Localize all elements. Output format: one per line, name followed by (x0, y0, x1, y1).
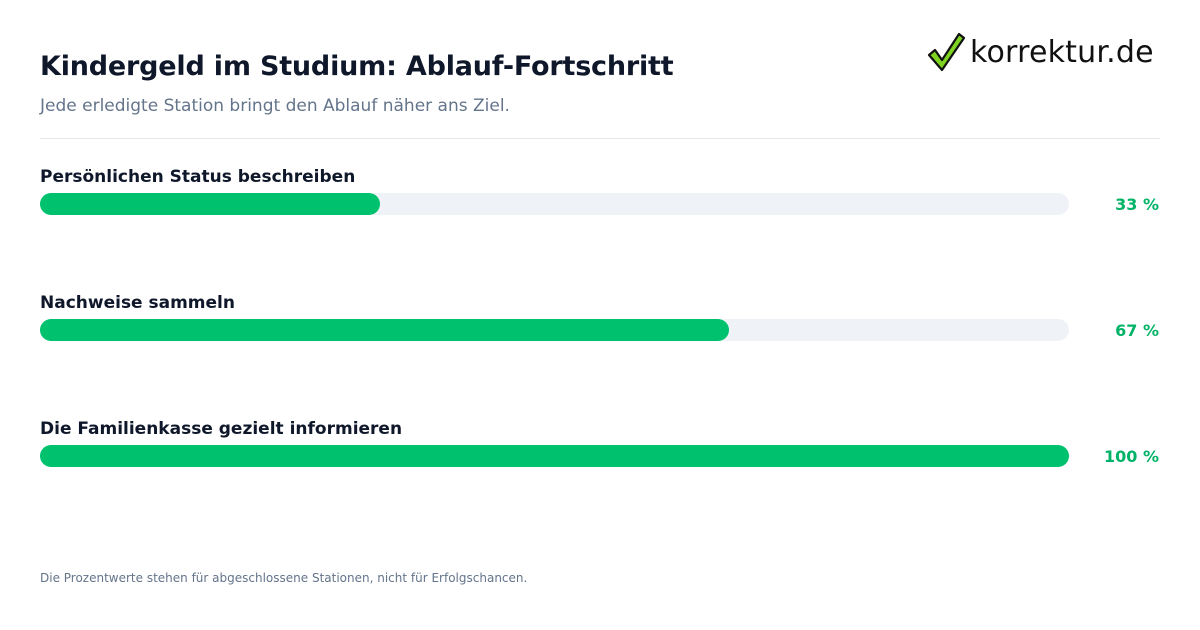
footnote: Die Prozentwerte stehen für abgeschlosse… (40, 571, 528, 585)
progress-percent-label: 67 % (1115, 321, 1159, 340)
brand-name: korrektur.de (970, 34, 1154, 70)
chart-title: Kindergeld im Studium: Ablauf-Fortschrit… (40, 51, 674, 82)
chart-subtitle: Jede erledigte Station bringt den Ablauf… (40, 96, 510, 116)
progress-track (40, 445, 1069, 467)
progress-row: Die Familienkasse gezielt informieren 100… (0, 419, 1200, 479)
checkmark-icon (927, 32, 966, 72)
progress-track (40, 193, 1069, 215)
progress-percent-label: 100 % (1104, 447, 1159, 466)
progress-track (40, 319, 1069, 341)
progress-row-label: Persönlichen Status beschreiben (40, 167, 356, 187)
progress-row-label: Die Familienkasse gezielt informieren (40, 419, 403, 439)
progress-row: Persönlichen Status beschreiben 33 % (0, 167, 1200, 227)
progress-row-label: Nachweise sammeln (40, 293, 235, 313)
progress-percent-label: 33 % (1115, 195, 1159, 214)
progress-bar-fill (40, 445, 1069, 467)
header-divider (40, 138, 1160, 139)
progress-bar-fill (40, 319, 729, 341)
progress-row: Nachweise sammeln 67 % (0, 293, 1200, 353)
brand-logo: korrektur.de (926, 30, 1154, 74)
progress-bar-fill (40, 193, 380, 215)
